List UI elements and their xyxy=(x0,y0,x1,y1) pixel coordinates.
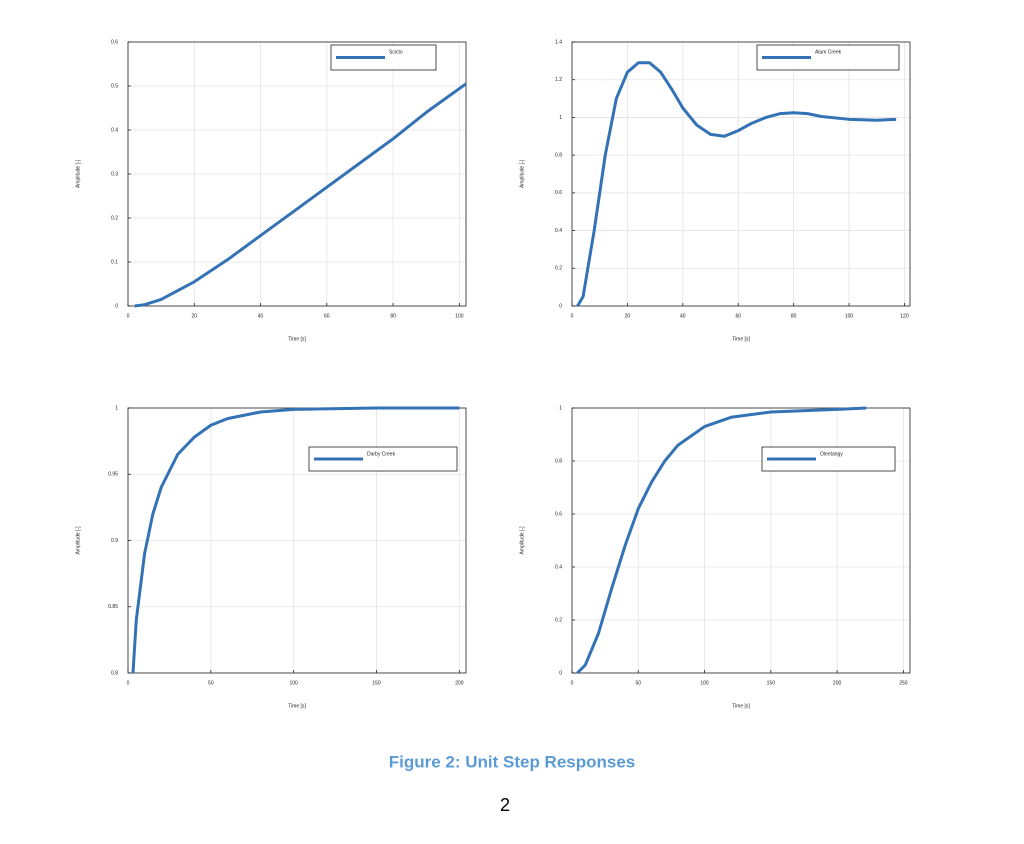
y-tick-label: 0.8 xyxy=(111,670,118,676)
x-tick-label: 100 xyxy=(290,680,299,686)
x-tick-label: 150 xyxy=(372,680,381,686)
x-tick-label: 0 xyxy=(571,680,574,686)
x-axis-label: Time [s] xyxy=(732,336,750,342)
x-tick-label: 40 xyxy=(258,313,264,319)
x-tick-label: 20 xyxy=(625,313,631,319)
response-line xyxy=(576,406,867,675)
x-axis-label: Time [s] xyxy=(288,703,306,709)
x-tick-label: 40 xyxy=(680,313,686,319)
plot-frame xyxy=(571,41,911,307)
x-tick-label: 120 xyxy=(900,313,909,319)
x-axis-label: Time [s] xyxy=(732,703,750,709)
y-tick-label: 1.4 xyxy=(555,39,562,45)
x-tick-label: 250 xyxy=(899,680,908,686)
y-tick-label: 0.4 xyxy=(555,228,562,234)
y-tick-label: 0 xyxy=(559,303,562,309)
page-number: 2 xyxy=(500,795,510,815)
y-axis-label: Amplitude [-] xyxy=(75,159,81,188)
response-line xyxy=(131,406,460,674)
x-tick-label: 80 xyxy=(390,313,396,319)
y-tick-label: 0.8 xyxy=(555,458,562,464)
y-tick-label: 0.2 xyxy=(111,215,118,221)
x-tick-label: 150 xyxy=(767,680,776,686)
y-tick-label: 0.4 xyxy=(111,127,118,133)
x-tick-label: 0 xyxy=(571,313,574,319)
legend-label: Alum Creek xyxy=(815,49,842,55)
y-tick-label: 1 xyxy=(115,405,118,411)
x-tick-label: 60 xyxy=(735,313,741,319)
x-tick-label: 0 xyxy=(127,313,130,319)
x-tick-label: 50 xyxy=(635,680,641,686)
y-tick-label: 0.95 xyxy=(108,472,118,478)
response-line xyxy=(134,82,467,308)
y-tick-label: 0.6 xyxy=(111,39,118,45)
figure-caption: Figure 2: Unit Step Responses xyxy=(389,752,636,771)
y-tick-label: 0.2 xyxy=(555,617,562,623)
y-tick-label: 0.9 xyxy=(111,538,118,544)
x-tick-label: 100 xyxy=(455,313,464,319)
response-line xyxy=(576,61,897,307)
y-tick-label: 0.6 xyxy=(555,190,562,196)
x-tick-label: 0 xyxy=(127,680,130,686)
x-tick-label: 200 xyxy=(833,680,842,686)
x-tick-label: 200 xyxy=(455,680,464,686)
y-axis-label: Amplitude [-] xyxy=(519,159,525,188)
legend-label: Darby Creek xyxy=(367,451,396,457)
x-tick-label: 50 xyxy=(208,680,214,686)
y-tick-label: 0.1 xyxy=(111,259,118,265)
y-tick-label: 0 xyxy=(115,303,118,309)
x-tick-label: 80 xyxy=(791,313,797,319)
legend-label: Olentangy xyxy=(820,451,843,457)
x-tick-label: 100 xyxy=(845,313,854,319)
y-axis-label: Amplitude [-] xyxy=(75,526,81,555)
y-tick-label: 0.6 xyxy=(555,511,562,517)
x-tick-label: 60 xyxy=(324,313,330,319)
y-tick-label: 0.3 xyxy=(111,171,118,177)
y-tick-label: 0.2 xyxy=(555,266,562,272)
y-tick-label: 1 xyxy=(559,115,562,121)
y-tick-label: 0.4 xyxy=(555,564,562,570)
y-axis-label: Amplitude [-] xyxy=(519,526,525,555)
y-tick-label: 1 xyxy=(559,405,562,411)
y-tick-label: 0.5 xyxy=(111,83,118,89)
y-tick-label: 0.8 xyxy=(555,152,562,158)
y-tick-label: 0 xyxy=(559,670,562,676)
plot-frame xyxy=(571,407,911,674)
x-tick-label: 20 xyxy=(191,313,197,319)
legend-label: Scicto xyxy=(389,49,403,55)
y-tick-label: 1.2 xyxy=(555,77,562,83)
x-axis-label: Time [s] xyxy=(288,336,306,342)
x-tick-label: 100 xyxy=(700,680,709,686)
y-tick-label: 0.85 xyxy=(108,604,118,610)
plot-frame xyxy=(127,41,467,307)
